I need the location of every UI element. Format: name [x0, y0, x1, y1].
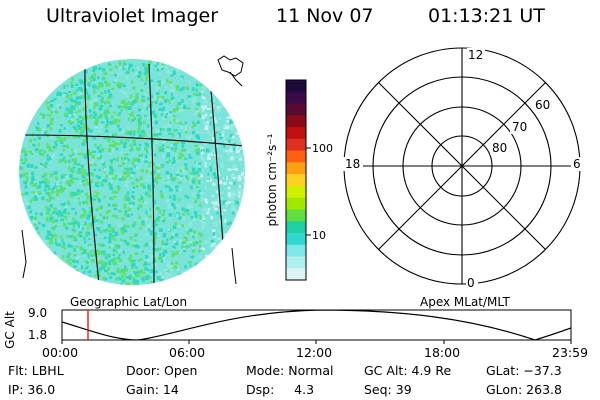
altitude-y-top: 9.0: [28, 306, 48, 320]
mlat-label-60: 60: [535, 98, 550, 112]
gain-status: Gain: 14: [126, 382, 179, 397]
colorbar-swatch: [286, 162, 306, 175]
ip-status: IP: 36.0: [8, 382, 56, 397]
colorbar-swatch: [286, 127, 306, 140]
mlat-label-80: 80: [492, 141, 507, 155]
altitude-x-tick-4: 23:59: [552, 345, 589, 360]
mode-status: Mode: Normal: [246, 363, 334, 378]
mlt-label-18: 18: [345, 157, 360, 171]
lat-lon-grid: [19, 59, 245, 285]
altitude-x-tick-1: 06:00: [169, 345, 206, 360]
diagonal-2: [378, 82, 546, 250]
colorbar-swatch: [286, 256, 306, 269]
colorbar: 100 10 photon cm⁻²s⁻¹: [265, 79, 333, 281]
seq-status: Seq: 39: [364, 382, 412, 397]
altitude-curve: [62, 310, 571, 340]
mlat-label-70: 70: [512, 120, 527, 134]
colorbar-swatch: [286, 221, 306, 234]
colorbar-swatch: [286, 103, 306, 116]
coastline: [21, 55, 244, 285]
altitude-x-tick-3: 18:00: [424, 345, 461, 360]
colorbar-swatch: [286, 138, 306, 152]
colorbar-swatch: [286, 244, 306, 258]
colorbar-swatch: [286, 91, 306, 105]
glon-status: GLon: 263.8: [486, 382, 562, 397]
dsp-status: Dsp: 4.3: [246, 382, 315, 397]
colorbar-swatch: [286, 268, 306, 281]
mlt-polar-dial: [343, 47, 581, 285]
filter-status: Flt: LBHL: [8, 363, 64, 378]
colorbar-tick-10: 10: [312, 229, 326, 242]
apex-caption: Apex MLat/MLT: [420, 295, 510, 309]
altitude-x-tick-0: 00:00: [42, 345, 79, 360]
header-date: 11 Nov 07: [276, 5, 374, 27]
door-status: Door: Open: [126, 363, 198, 378]
colorbar-tick-100: 100: [312, 142, 333, 155]
altitude-plot: GC Alt: [3, 309, 572, 349]
colorbar-swatch: [286, 232, 306, 246]
globe-map: [19, 55, 245, 285]
instrument-title: Ultraviolet Imager: [46, 5, 219, 27]
aurora-speckle: [19, 60, 245, 285]
mlt-label-6: 6: [573, 157, 581, 171]
colorbar-swatch: [286, 174, 306, 187]
colorbar-frame: [285, 79, 307, 281]
colorbar-swatch: [286, 197, 306, 211]
colorbar-swatch: [286, 185, 306, 199]
mlt-label-0: 0: [467, 276, 475, 290]
glat-status: GLat: −37.3: [486, 363, 562, 378]
colorbar-swatch: [286, 80, 306, 93]
colorbar-swatch: [286, 209, 306, 222]
gc-alt-status: GC Alt: 4.9 Re: [364, 363, 452, 378]
altitude-x-tick-2: 12:00: [296, 345, 333, 360]
altitude-ylabel: GC Alt: [3, 311, 17, 349]
colorbar-swatch: [286, 115, 306, 128]
altitude-plot-frame: [61, 309, 572, 341]
geographic-caption: Geographic Lat/Lon: [70, 295, 188, 309]
header-time: 01:13:21 UT: [428, 5, 545, 27]
altitude-y-bottom: 1.8: [28, 328, 48, 342]
colorbar-unit-label: photon cm⁻²s⁻¹: [265, 133, 279, 226]
colorbar-swatch: [286, 150, 306, 163]
mlt-label-12: 12: [468, 48, 483, 62]
